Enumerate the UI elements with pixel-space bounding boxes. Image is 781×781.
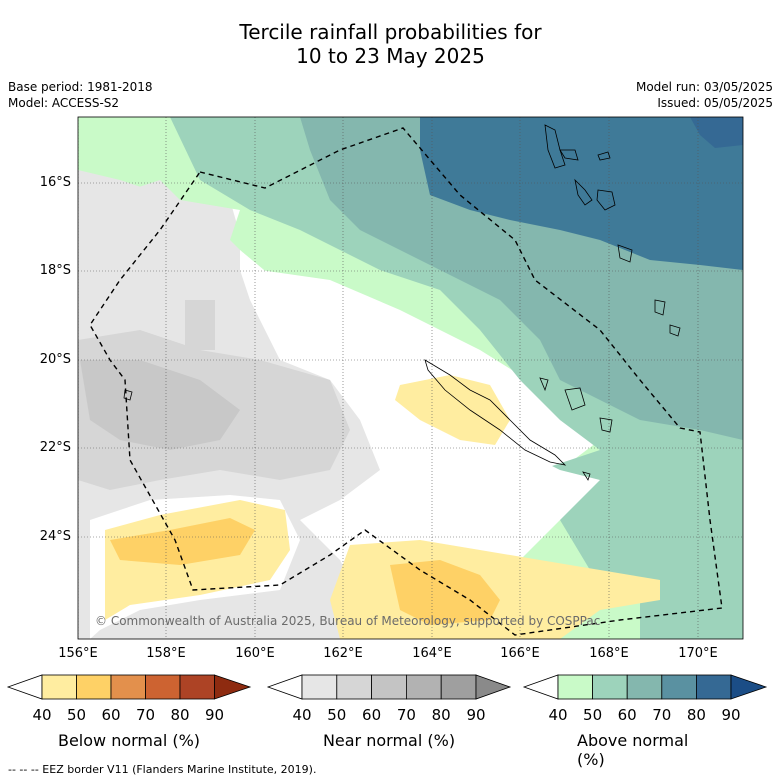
colorbar-near-label: Near normal (%)	[322, 731, 456, 750]
copyright-notice: © Commonwealth of Australia 2025, Bureau…	[95, 614, 601, 628]
base-period: Base period: 1981-2018	[8, 80, 153, 94]
cb-near-tick: 70	[396, 706, 416, 724]
cb-near-tick: 50	[327, 706, 347, 724]
lon-label-164e: 164°E	[412, 646, 452, 661]
eez-footnote: -- -- -- EEZ border V11 (Flanders Marine…	[8, 763, 317, 776]
cb-below-tick: 80	[170, 706, 190, 724]
map-title-line1: Tercile rainfall probabilities for	[239, 20, 542, 44]
lat-label-24s: 24°S	[39, 529, 71, 544]
colorbar-below-label: Below normal (%)	[57, 731, 201, 750]
probability-field	[78, 117, 743, 639]
colorbar-below-normal	[6, 674, 252, 700]
graticule	[78, 117, 743, 639]
cb-above-tick: 40	[548, 706, 568, 724]
lat-label-16s: 16°S	[39, 175, 71, 190]
map-frame	[77, 116, 744, 640]
lat-label-18s: 18°S	[39, 263, 71, 278]
cb-below-tick: 50	[66, 706, 87, 724]
cb-below-tick: 40	[32, 706, 52, 724]
lon-label-158e: 158°E	[146, 646, 186, 661]
lon-label-162e: 162°E	[323, 646, 363, 661]
eez-border	[89, 127, 723, 636]
issued-date: Issued: 05/05/2025	[657, 96, 773, 110]
cb-above-tick: 60	[617, 706, 637, 724]
colorbar-above-normal	[522, 674, 768, 700]
lon-label-160e: 160°E	[235, 646, 275, 661]
colorbar-near-normal	[266, 674, 512, 700]
lat-label-22s: 22°S	[39, 440, 71, 455]
lon-label-170e: 170°E	[678, 646, 718, 661]
cb-above-tick: 70	[652, 706, 672, 724]
cb-below-tick: 90	[204, 706, 225, 724]
lon-label-166e: 166°E	[500, 646, 540, 661]
coastlines	[123, 124, 681, 481]
lon-label-156e: 156°E	[58, 646, 98, 661]
cb-below-tick: 70	[135, 706, 156, 724]
cb-above-tick: 90	[721, 706, 741, 724]
cb-near-tick: 40	[292, 706, 312, 724]
model-name: Model: ACCESS-S2	[8, 96, 120, 110]
lon-label-168e: 168°E	[589, 646, 629, 661]
model-run: Model run: 03/05/2025	[635, 80, 773, 94]
cb-above-tick: 80	[686, 706, 706, 724]
cb-near-tick: 80	[431, 706, 451, 724]
lat-label-20s: 20°S	[39, 352, 71, 367]
cb-near-tick: 90	[466, 706, 486, 724]
cb-near-tick: 60	[362, 706, 382, 724]
cb-below-tick: 60	[101, 706, 121, 724]
colorbar-above-label: Above normal (%)	[577, 731, 689, 769]
map-title-line2: 10 to 23 May 2025	[296, 44, 485, 68]
cb-above-tick: 50	[583, 706, 603, 724]
